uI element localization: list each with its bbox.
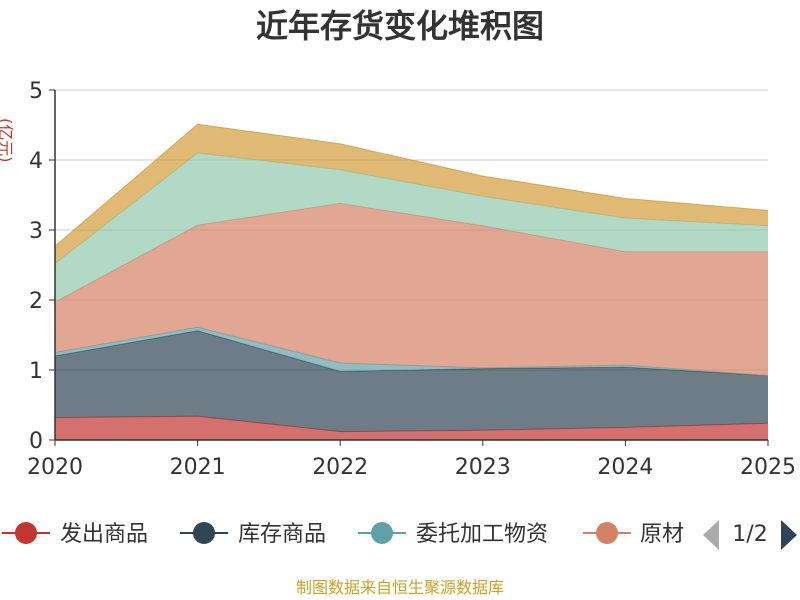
- chart-title: 近年存货变化堆积图: [255, 7, 544, 45]
- y-tick-label: 5: [29, 79, 43, 104]
- legend-swatch-marker: [193, 522, 215, 544]
- y-tick-label: 1: [29, 359, 43, 384]
- x-tick-label: 2021: [170, 455, 226, 480]
- legend-swatch-marker: [371, 522, 393, 544]
- x-tick-label: 2023: [455, 455, 511, 480]
- source-note: 制图数据来自恒生聚源数据库: [295, 578, 504, 597]
- y-axis-unit-label: (亿元): [0, 118, 15, 163]
- y-tick-label: 0: [29, 429, 43, 454]
- legend-swatch-marker: [596, 522, 618, 544]
- legend-swatch-marker: [15, 522, 37, 544]
- legend-prev-page-icon[interactable]: [703, 520, 719, 550]
- legend-label: 原材: [640, 522, 684, 547]
- area-series-1: [55, 330, 768, 432]
- legend-item-1[interactable]: 库存商品: [180, 522, 326, 547]
- legend-next-page-icon[interactable]: [781, 520, 797, 550]
- area-series-0: [55, 416, 768, 440]
- y-tick-label: 2: [29, 289, 43, 314]
- legend-label: 发出商品: [60, 522, 148, 547]
- y-tick-label: 4: [29, 149, 43, 174]
- x-tick-label: 2025: [740, 455, 796, 480]
- area-line-5: [54, 123, 769, 247]
- x-tick-label: 2020: [27, 455, 83, 480]
- legend-item-3[interactable]: 原材: [583, 522, 684, 547]
- x-tick-label: 2022: [312, 455, 368, 480]
- legend-label: 库存商品: [238, 522, 326, 547]
- area-series-2: [55, 327, 768, 376]
- area-series-4: [55, 153, 768, 303]
- x-tick-label: 2024: [597, 455, 653, 480]
- legend-item-0[interactable]: 发出商品: [2, 522, 148, 547]
- area-series-3: [55, 203, 768, 376]
- legend-page-indicator: 1/2: [732, 522, 767, 547]
- legend-item-2[interactable]: 委托加工物资: [358, 522, 548, 547]
- y-tick-label: 3: [29, 219, 43, 244]
- legend-label: 委托加工物资: [416, 522, 548, 547]
